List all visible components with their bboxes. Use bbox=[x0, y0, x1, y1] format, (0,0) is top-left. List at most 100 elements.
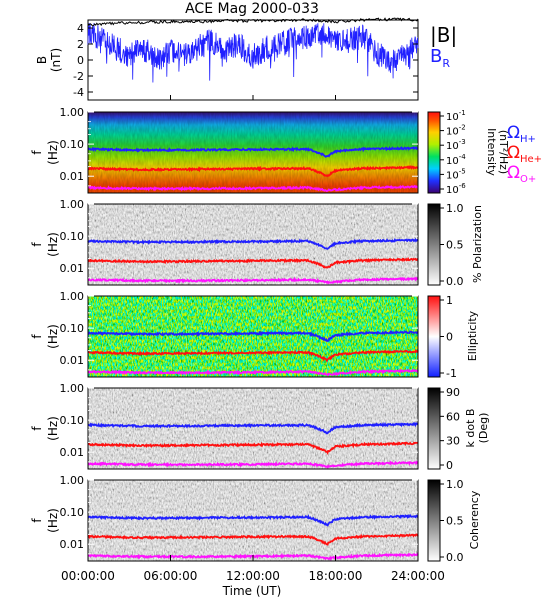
total-field-trace bbox=[87, 17, 419, 27]
polarization-panel bbox=[87, 203, 419, 286]
kdotb-colorbar-unit: (Deg) bbox=[477, 413, 490, 444]
gyro-line-o-plus bbox=[87, 184, 419, 192]
freq-axis-label: f bbox=[30, 426, 44, 431]
b-field-tick-label: -4 bbox=[73, 86, 84, 99]
freq-tick-label: 1.00 bbox=[60, 382, 85, 395]
intensity-colorbar-fill bbox=[427, 111, 441, 194]
gyro-line-o-plus bbox=[87, 276, 419, 285]
gyro-line-o-plus bbox=[87, 460, 419, 469]
time-tick-label: 00:00:00 bbox=[61, 569, 115, 583]
colorbar-tick-label: 0.5 bbox=[446, 515, 464, 528]
legend-total-field: |B| bbox=[430, 23, 457, 47]
freq-axis-unit: (Hz) bbox=[46, 232, 60, 257]
frequency-axes: 1.000.100.01f (Hz)1.000.100.01f (Hz)1.000.… bbox=[30, 106, 418, 555]
coherency-colorbar-fill bbox=[427, 479, 441, 562]
b-field-y-ticks: 4 2 0 -2 -4 bbox=[73, 22, 418, 99]
ellipticity-panel bbox=[87, 295, 419, 378]
b-field-tick-label: 2 bbox=[77, 38, 84, 51]
radial-field-trace bbox=[87, 23, 419, 83]
polarization-frame bbox=[87, 203, 419, 286]
freq-tick-label: 0.01 bbox=[60, 262, 85, 275]
freq-tick-label: 0.10 bbox=[60, 414, 85, 427]
colorbar-tick-label: 0.0 bbox=[446, 275, 464, 288]
gyro-line-he-plus bbox=[87, 441, 419, 456]
b-field-tick-label: 4 bbox=[77, 22, 84, 35]
time-axis-label: Time (UT) bbox=[222, 584, 282, 598]
coherency-spectrogram bbox=[88, 480, 418, 561]
colorbar-tick-label: 1 bbox=[446, 294, 453, 307]
freq-tick-label: 1.00 bbox=[60, 474, 85, 487]
b-field-traces bbox=[87, 17, 419, 83]
gyro-line-he-plus bbox=[87, 533, 419, 546]
kdotb-colorbar: 90 60 30 0 k dot B (Deg) bbox=[427, 386, 490, 472]
ellipticity-spectrogram bbox=[88, 296, 418, 377]
intensity-texture bbox=[88, 112, 418, 193]
freq-axis-unit: (Hz) bbox=[46, 140, 60, 165]
freq-tick-label: 0.01 bbox=[60, 170, 85, 183]
kdotb-panel bbox=[87, 387, 419, 470]
colorbar-tick-label: 0.0 bbox=[446, 551, 464, 564]
figure-title: ACE Mag 2000-033 bbox=[185, 1, 319, 17]
freq-axis-unit: (Hz) bbox=[46, 324, 60, 349]
colorbar-tick-label: 0.5 bbox=[446, 239, 464, 252]
colorbar-tick-label: 10-5 bbox=[446, 167, 466, 181]
time-tick-label: 12:00:00 bbox=[226, 569, 280, 583]
polarization-colorbar-fill bbox=[427, 203, 441, 286]
freq-tick-label: 0.10 bbox=[60, 138, 85, 151]
coherency-panel bbox=[87, 479, 419, 562]
intensity-colorbar-title: Intensity bbox=[485, 128, 498, 176]
coherency-colorbar: 1.0 0.5 0.0 Coherency bbox=[427, 478, 481, 564]
colorbar-tick-label: 0 bbox=[446, 331, 453, 344]
freq-axis-label: f bbox=[30, 334, 44, 339]
gyro-line-h-plus bbox=[87, 513, 419, 527]
freq-axis-unit: (Hz) bbox=[46, 416, 60, 441]
freq-tick-label: 0.10 bbox=[60, 230, 85, 243]
gyro-line-he-plus bbox=[87, 256, 419, 269]
intensity-colorbar-unit: (nT²/Hz) bbox=[497, 130, 510, 174]
colorbar-tick-label: 1.0 bbox=[446, 202, 464, 215]
gyrofrequency-legend: ΩH+ ΩHe+ ΩO+ bbox=[507, 123, 542, 185]
freq-tick-label: 1.00 bbox=[60, 290, 85, 303]
time-tick-label: 18:00:00 bbox=[309, 569, 363, 583]
b-field-tick-label: -2 bbox=[73, 70, 84, 83]
colorbar-tick-label: 10-6 bbox=[446, 182, 466, 196]
intensity-colorbar: 10-110-210-310-410-510-6 Intensity (nT²/… bbox=[427, 109, 510, 196]
gyro-line-h-plus bbox=[87, 237, 419, 250]
gyro-line-he-plus bbox=[87, 164, 419, 178]
ellipticity-colorbar: 1 0 -1 Ellipticity bbox=[427, 294, 479, 380]
legend-h-plus: ΩH+ bbox=[507, 123, 536, 145]
colorbar-tick-label: 90 bbox=[446, 386, 460, 399]
kdotb-colorbar-title: k dot B bbox=[464, 409, 477, 448]
colorbar-tick-label: 10-1 bbox=[446, 109, 466, 123]
polarization-colorbar-ticks: 1.0 0.5 0.0 bbox=[440, 202, 464, 288]
gyro-line-h-plus bbox=[87, 330, 419, 342]
time-tick-label: 06:00:00 bbox=[144, 569, 198, 583]
intensity-panel bbox=[87, 111, 419, 194]
polarization-colorbar: 1.0 0.5 0.0 % Polarization bbox=[427, 202, 484, 288]
ellipticity-frame bbox=[87, 295, 419, 378]
coherency-colorbar-ticks: 1.0 0.5 0.0 bbox=[440, 478, 464, 564]
freq-tick-label: 0.01 bbox=[60, 538, 85, 551]
time-axis: 00:00:00 06:00:00 12:00:00 18:00:00 24:00:00 bbox=[61, 95, 445, 583]
freq-axis-unit: (Hz) bbox=[46, 508, 60, 533]
b-field-tick-label: 0 bbox=[77, 54, 84, 67]
polarization-spectrogram bbox=[88, 204, 418, 285]
freq-tick-label: 0.10 bbox=[60, 506, 85, 519]
polarization-colorbar-title: % Polarization bbox=[471, 205, 484, 283]
intensity-frame bbox=[87, 111, 419, 194]
colorbar-tick-label: 10-4 bbox=[446, 153, 466, 167]
kdotb-colorbar-ticks: 90 60 30 0 bbox=[440, 386, 460, 472]
colorbar-tick-label: -1 bbox=[446, 367, 457, 380]
gyro-line-o-plus bbox=[87, 368, 419, 377]
gyro-line-he-plus bbox=[87, 348, 419, 363]
coherency-colorbar-title: Coherency bbox=[468, 490, 481, 549]
b-field-panel: 4 2 0 -2 -4 B (nT) |B| BR bbox=[35, 17, 457, 101]
ellipticity-colorbar-ticks: 1 0 -1 bbox=[440, 294, 457, 380]
gyro-line-h-plus bbox=[87, 145, 419, 158]
freq-axis-label: f bbox=[30, 150, 44, 155]
intensity-colorbar-ticks: 10-110-210-310-410-510-6 bbox=[440, 109, 466, 196]
colorbar-tick-label: 10-2 bbox=[446, 124, 466, 138]
colorbar-tick-label: 10-3 bbox=[446, 138, 466, 152]
freq-tick-label: 1.00 bbox=[60, 106, 85, 119]
